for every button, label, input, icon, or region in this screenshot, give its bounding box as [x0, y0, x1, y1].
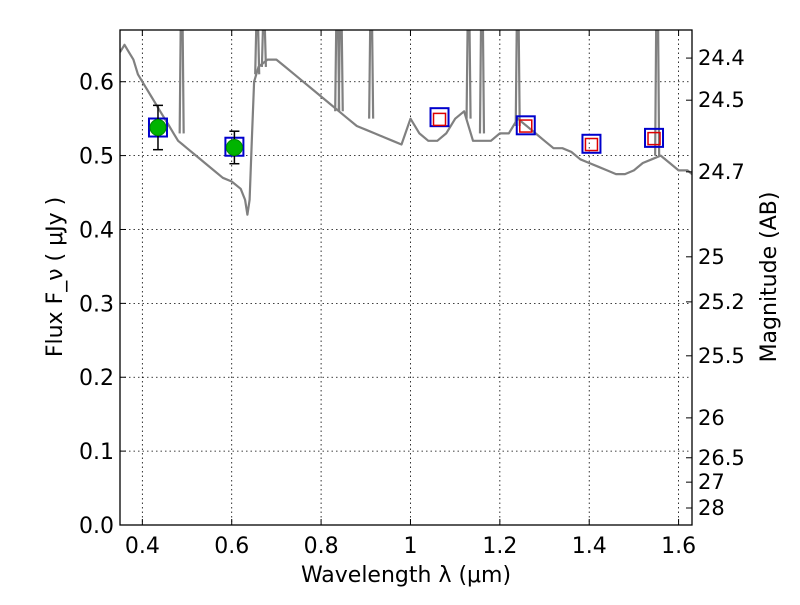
emission-line: [478, 30, 486, 134]
emission-line: [260, 30, 267, 67]
model-photometry-point: [429, 107, 450, 128]
emission-line: [654, 30, 661, 156]
right-tick-label: 24.4: [698, 46, 745, 70]
right-tick-label: 24.5: [698, 88, 745, 112]
y-tick-label: 0.3: [79, 292, 114, 317]
x-tick-label: 0.4: [125, 534, 160, 559]
y-tick-label: 0.0: [79, 514, 114, 539]
x-tick-label: 0.6: [214, 534, 249, 559]
y-tick-label: 0.1: [79, 440, 114, 465]
y-tick-label: 0.2: [79, 366, 114, 391]
grid: [120, 30, 692, 526]
emission-line: [254, 30, 261, 75]
x-tick-label: 1.4: [572, 534, 607, 559]
model-photometry-point: [581, 133, 602, 154]
spectrum-line: [120, 43, 692, 216]
x-tick-label: 0.8: [304, 534, 339, 559]
emission-line: [337, 30, 344, 112]
y-axis-label: Flux F_ν ( μJy ): [43, 197, 68, 357]
emission-line: [368, 30, 375, 119]
right-tick-label: 27: [698, 470, 725, 494]
x-tick-label: 1.2: [482, 534, 517, 559]
predicted-point: [519, 119, 533, 133]
y-tick-label: 0.5: [79, 145, 114, 170]
right-tick-label: 26: [698, 406, 725, 430]
plot-area: [120, 30, 692, 216]
y-axis-label-text: Flux F_ν ( μJy ): [43, 197, 68, 357]
right-tick-label: 25: [698, 245, 725, 269]
right-axis-label: Magnitude (AB): [757, 192, 782, 363]
x-tick-label: 1.6: [661, 534, 696, 559]
right-tick-label: 24.7: [698, 160, 745, 184]
right-tick-label: 26.5: [698, 446, 745, 470]
emission-line: [178, 30, 185, 134]
predicted-point: [584, 137, 599, 152]
emission-line: [465, 30, 472, 119]
observed-point: [149, 119, 167, 137]
model-photometry-point: [644, 127, 665, 148]
predicted-point: [647, 131, 661, 146]
right-tick-label: 25.5: [698, 344, 745, 368]
model-photometry-point: [515, 115, 536, 136]
predicted-point: [432, 112, 447, 127]
right-tick-label: 28: [698, 496, 725, 520]
x-tick-label: 1: [403, 534, 417, 559]
right-tick-label: 25.2: [698, 290, 745, 314]
axes: 0.4 0.6 0.8 1 1.2 1.4 1.6 0.0 0.1 0.2 0.3 0.4 0.5 0.6…: [79, 30, 745, 559]
y-tick-label: 0.4: [79, 218, 114, 243]
y-tick-label: 0.6: [79, 71, 114, 96]
x-axis-label: Wavelength λ (μm): [301, 563, 511, 588]
observed-point: [225, 138, 243, 156]
plot-frame: [119, 29, 693, 526]
emission-line: [514, 30, 521, 127]
